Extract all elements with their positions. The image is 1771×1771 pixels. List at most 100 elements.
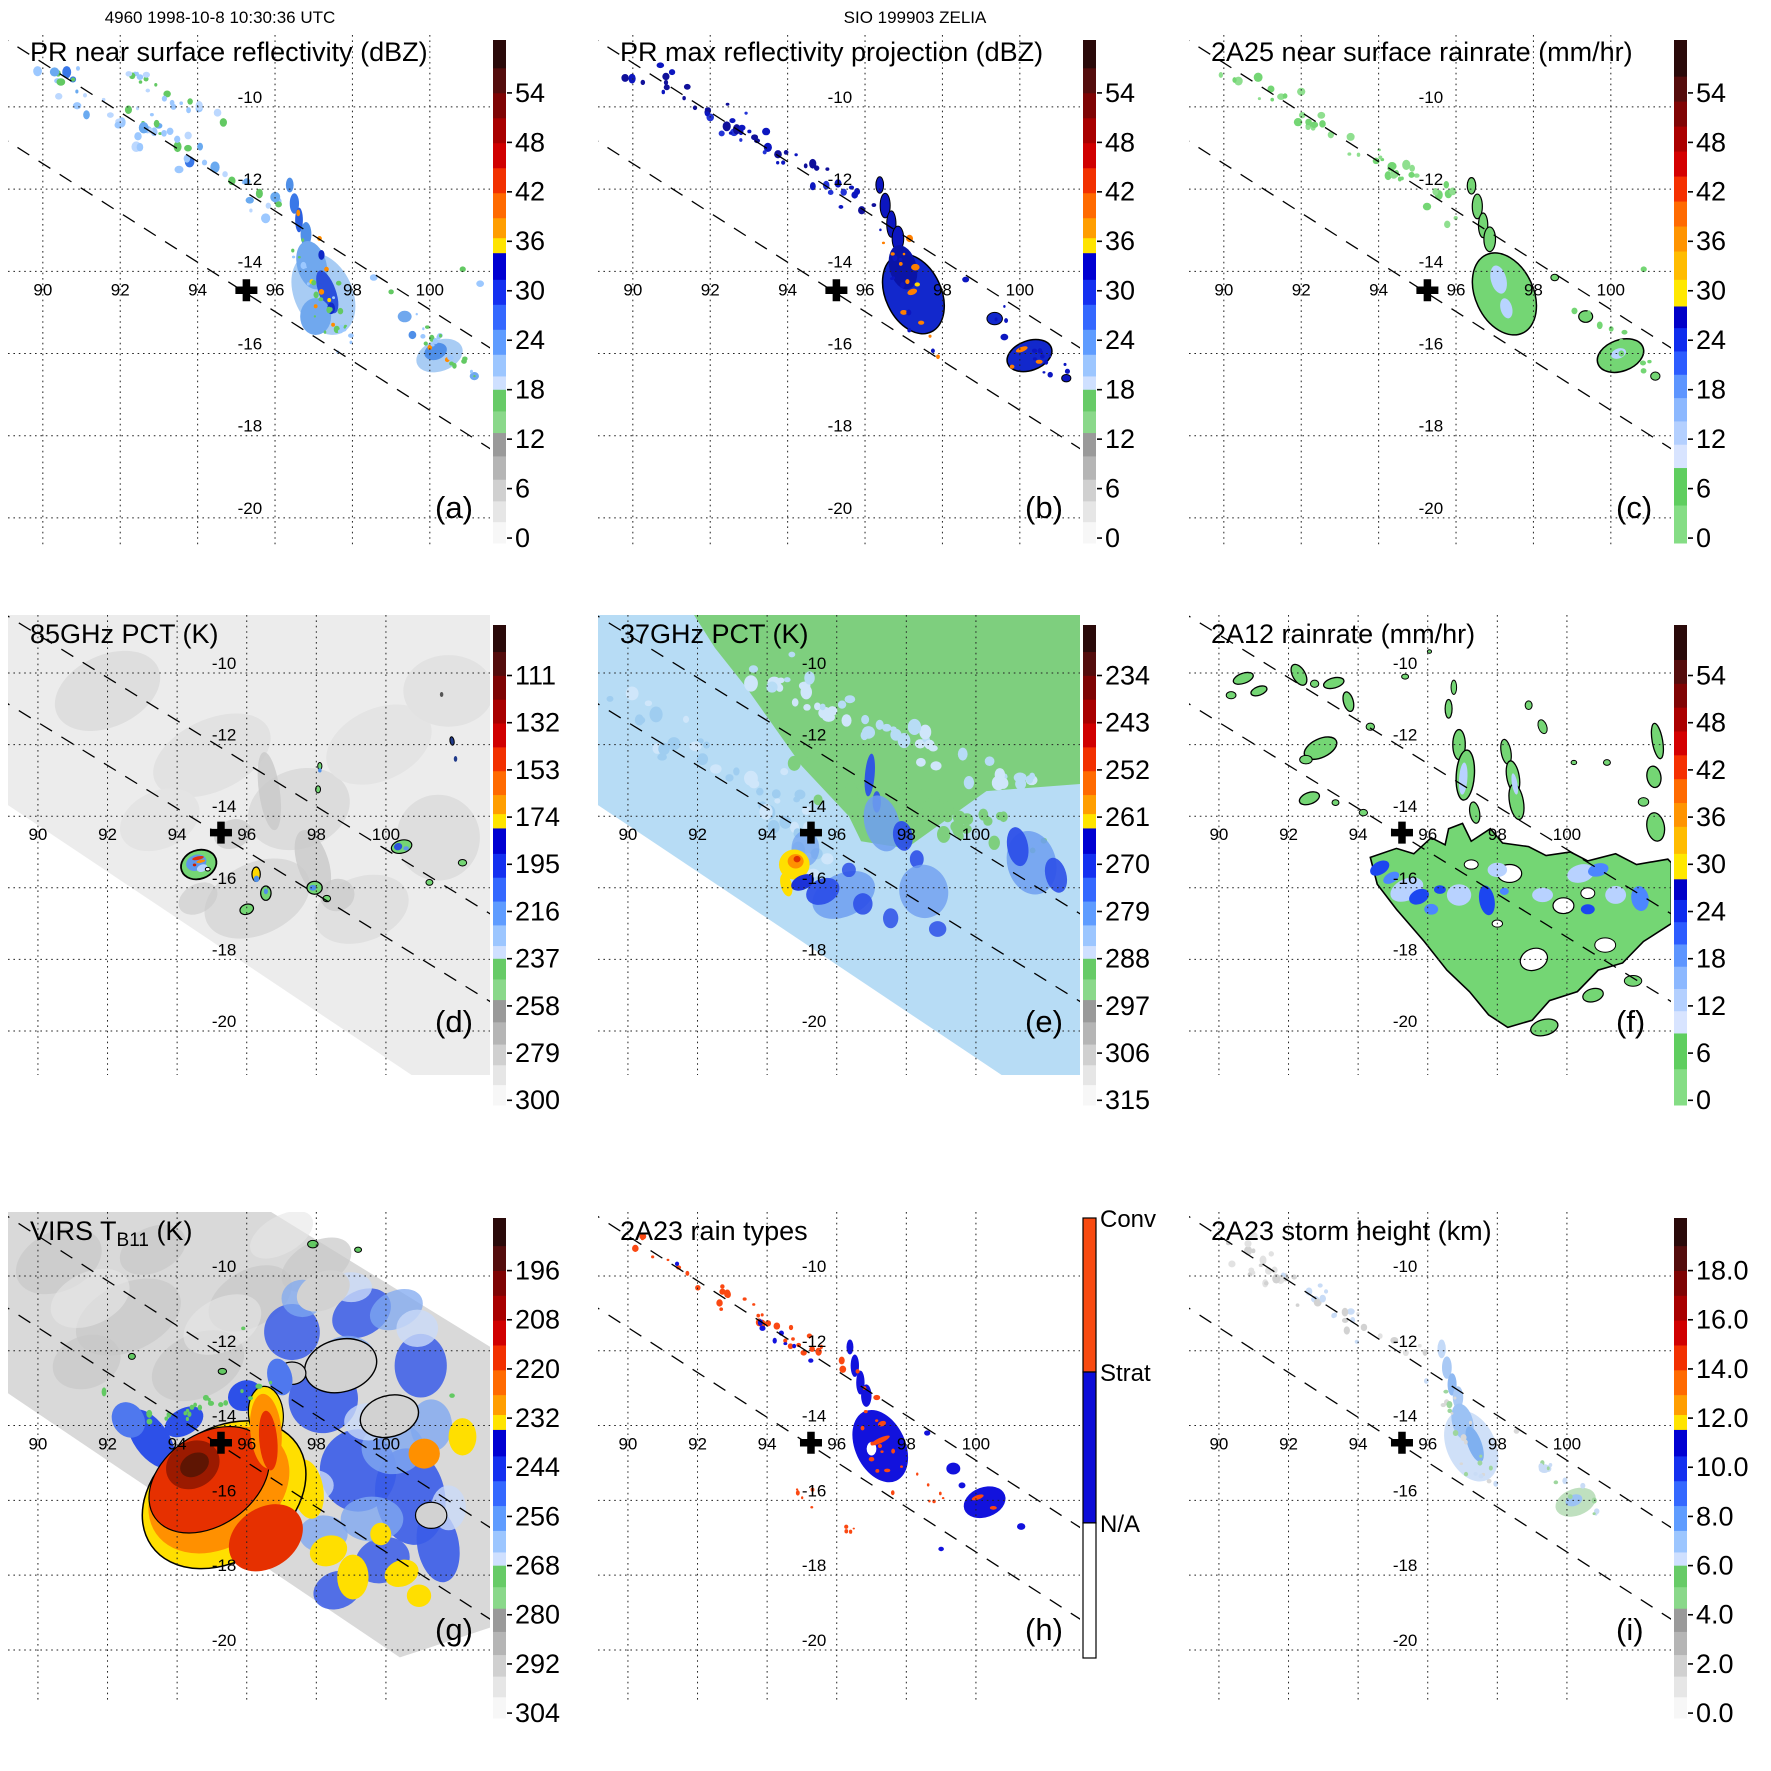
colorbar-segment [1674, 1608, 1687, 1633]
storm-center-cross-icon [825, 279, 848, 302]
data-speckle [747, 129, 752, 134]
panel-a: -10 -12 -14 -16 -18 -20 90 92 94 96 98 100 PR near s… [8, 35, 545, 553]
colorbar-tick-mark [1688, 191, 1693, 193]
colorbar-segment [493, 479, 506, 502]
data-blob [318, 249, 325, 260]
data-speckle [1463, 1439, 1468, 1445]
colorbar-tick-mark [507, 1269, 512, 1272]
panel-title: 85GHz PCT (K) [30, 619, 219, 649]
data-blob [285, 177, 294, 193]
data-speckle [772, 1337, 777, 1344]
data-speckle [902, 252, 906, 256]
data-speckle [1571, 307, 1578, 315]
data-blob [1588, 863, 1609, 877]
panel-i: -10 -12 -14 -16 -18 -20 90 92 94 96 98 100 2A23 stor… [1189, 1212, 1749, 1728]
data-blob [1452, 1430, 1459, 1437]
colorbar-segment [1083, 795, 1096, 815]
data-speckle [1323, 1289, 1329, 1294]
colorbar-segment [1674, 1631, 1687, 1656]
data-blob [192, 855, 204, 861]
data-blob [1016, 1523, 1026, 1530]
data-blob [396, 794, 480, 881]
colorbar-tick-mark [507, 863, 512, 866]
colorbar-tick-label: 54 [1105, 78, 1135, 108]
colorbar-segment [1674, 826, 1687, 855]
data-speckle [1608, 326, 1614, 332]
lat-label: -12 [1393, 726, 1418, 745]
data-speckle [62, 66, 72, 79]
data-blob [958, 1482, 966, 1489]
colorbar-segment [1674, 76, 1687, 103]
data-speckle [1305, 124, 1311, 131]
data-blob [1000, 333, 1009, 341]
data-speckle [222, 171, 228, 178]
data-speckle [704, 111, 710, 117]
colorbar-tick-mark [1688, 863, 1693, 866]
data-blob [267, 1358, 293, 1396]
data-speckle [1377, 148, 1381, 152]
data-speckle [839, 1365, 847, 1373]
data-blob [1409, 888, 1429, 905]
data-speckle [313, 315, 317, 318]
data-speckle [896, 788, 906, 799]
colorbar-segment [1083, 433, 1096, 457]
data-blob [249, 1212, 314, 1259]
colorbar-segment [493, 795, 506, 815]
data-speckle [349, 340, 353, 345]
data-speckle [794, 789, 806, 800]
panel-title: 2A12 rainrate (mm/hr) [1211, 619, 1475, 649]
data-speckle [422, 327, 425, 331]
data-speckle [906, 309, 912, 316]
data-speckle [963, 776, 975, 790]
colorbar-tick-label: Strat [1100, 1360, 1151, 1387]
lat-label: -14 [802, 1407, 827, 1426]
data-speckle [1538, 1463, 1544, 1470]
storm-center-cross-icon [1390, 1431, 1413, 1454]
data-speckle [667, 737, 681, 751]
data-blob [1465, 1426, 1484, 1462]
colorbar-segment [1674, 988, 1687, 1012]
data-speckle [1377, 1333, 1383, 1339]
colorbar-segment [493, 925, 506, 947]
colorbar-tick-mark [1097, 863, 1102, 866]
colorbar-segment [1674, 1415, 1687, 1431]
data-speckle [791, 698, 799, 707]
data-speckle [819, 703, 826, 711]
data-speckle [803, 704, 811, 711]
colorbar-segment [1674, 1295, 1687, 1322]
data-blob [938, 1546, 944, 1552]
data-speckle [863, 1409, 868, 1414]
lat-label: -20 [212, 1631, 237, 1650]
colorbar-segment [493, 625, 506, 653]
lat-label: -20 [1393, 1012, 1418, 1031]
data-speckle [146, 1409, 153, 1418]
swath-edge-lines [598, 1215, 1080, 1620]
colorbar-segment [1674, 1270, 1687, 1297]
colorbar-segment [493, 699, 506, 725]
lat-label: -10 [802, 654, 827, 673]
data-speckle [1063, 362, 1067, 367]
data-blob [1602, 759, 1611, 766]
graticule [598, 615, 1080, 1075]
data-blob [914, 282, 920, 287]
colorbar-tick-mark [1097, 674, 1102, 677]
storm-center-cross-icon [1390, 821, 1413, 844]
data-speckle [1422, 1349, 1428, 1356]
data-speckle [291, 248, 295, 253]
data-speckle [268, 1380, 273, 1385]
lon-label: 94 [778, 280, 797, 299]
data-speckle [625, 686, 639, 701]
data-speckle [718, 130, 725, 137]
data-blob [875, 176, 885, 194]
colorbar-tick-label: 232 [515, 1403, 560, 1433]
colorbar-tick-mark [1688, 537, 1693, 539]
lat-label: -16 [212, 1481, 237, 1500]
data-speckle [1647, 359, 1652, 364]
colorbar-segment [1083, 1065, 1096, 1086]
colorbar-segment [1083, 93, 1096, 119]
colorbar-segment [493, 828, 506, 855]
lat-label: -14 [828, 252, 853, 271]
data-speckle [56, 78, 66, 86]
colorbar-tick-label: 8.0 [1696, 1501, 1734, 1531]
colorbar-segment [493, 389, 506, 412]
